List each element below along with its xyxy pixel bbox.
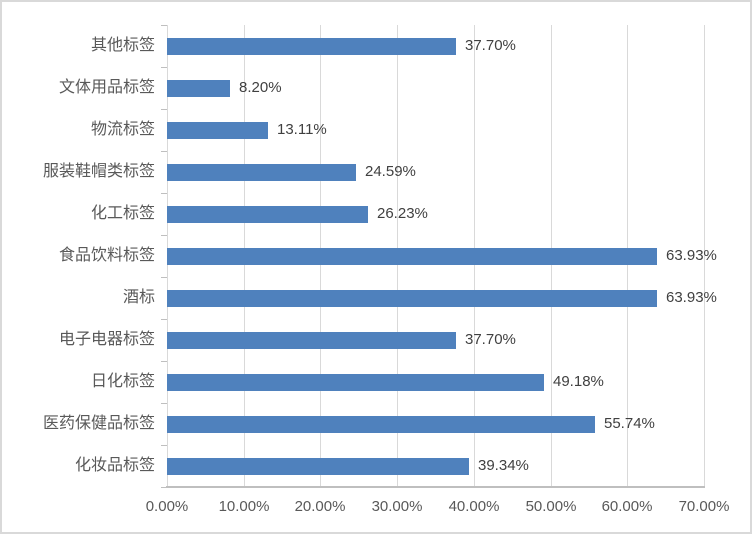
category-label-化工标签: 化工标签: [90, 205, 155, 222]
y-axis-tick: [161, 319, 167, 320]
bar-医药保健品标签: [167, 416, 595, 433]
x-axis-line: [166, 486, 705, 488]
bar-其他标签: [167, 38, 456, 55]
bar-化妆品标签: [167, 458, 469, 475]
data-label-医药保健品标签: 55.74%: [604, 415, 655, 432]
x-tick-label-30.00%: 30.00%: [371, 498, 423, 515]
data-label-文体用品标签: 8.20%: [239, 79, 282, 96]
y-axis-tick: [161, 361, 167, 362]
x-tick-label-50.00%: 50.00%: [525, 498, 577, 515]
gridline-70.00%: [704, 25, 705, 487]
data-label-服装鞋帽类标签: 24.59%: [365, 163, 416, 180]
data-label-电子电器标签: 37.70%: [465, 331, 516, 348]
category-label-日化标签: 日化标签: [90, 373, 155, 390]
y-axis-tick: [161, 67, 167, 68]
x-tick-label-70.00%: 70.00%: [678, 498, 730, 515]
x-tick-label-0.00%: 0.00%: [145, 498, 189, 515]
y-axis-tick: [161, 151, 167, 152]
y-axis-tick: [161, 25, 167, 26]
x-tick-label-40.00%: 40.00%: [448, 498, 500, 515]
category-label-食品饮料标签: 食品饮料标签: [58, 247, 155, 264]
bar-服装鞋帽类标签: [167, 164, 356, 181]
data-label-化妆品标签: 39.34%: [478, 457, 529, 474]
bar-化工标签: [167, 206, 368, 223]
category-label-化妆品标签: 化妆品标签: [74, 457, 155, 474]
y-axis-tick: [161, 403, 167, 404]
y-axis-tick: [161, 193, 167, 194]
bar-电子电器标签: [167, 332, 456, 349]
y-axis-tick: [161, 277, 167, 278]
y-axis-tick: [161, 445, 167, 446]
data-label-酒标: 63.93%: [666, 289, 717, 306]
category-label-文体用品标签: 文体用品标签: [58, 79, 155, 96]
data-label-物流标签: 13.11%: [277, 121, 327, 138]
bar-日化标签: [167, 374, 544, 391]
bar-物流标签: [167, 122, 268, 139]
plot-area: 37.70% 8.20% 13.11% 24.59% 26.23% 63.93% 63.93…: [161, 25, 717, 488]
data-label-化工标签: 26.23%: [377, 205, 428, 222]
data-label-其他标签: 37.70%: [465, 37, 516, 54]
x-tick-label-20.00%: 20.00%: [294, 498, 346, 515]
category-label-医药保健品标签: 医药保健品标签: [42, 415, 155, 432]
category-label-其他标签: 其他标签: [90, 37, 155, 54]
y-axis-tick: [161, 109, 167, 110]
x-tick-label-10.00%: 10.00%: [218, 498, 270, 515]
y-axis-tick: [161, 235, 167, 236]
category-label-电子电器标签: 电子电器标签: [58, 331, 155, 348]
bar-文体用品标签: [167, 80, 230, 97]
bar-食品饮料标签: [167, 248, 657, 265]
bar-酒标: [167, 290, 657, 307]
y-axis-tick: [161, 487, 167, 488]
x-tick-label-60.00%: 60.00%: [601, 498, 653, 515]
category-label-服装鞋帽类标签: 服装鞋帽类标签: [42, 163, 155, 180]
category-label-酒标: 酒标: [122, 289, 155, 306]
data-label-日化标签: 49.18%: [553, 373, 604, 390]
category-label-物流标签: 物流标签: [90, 121, 155, 138]
data-label-食品饮料标签: 63.93%: [666, 247, 717, 264]
